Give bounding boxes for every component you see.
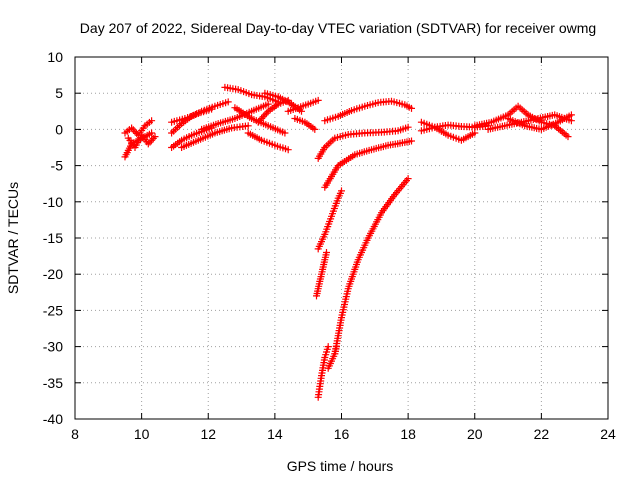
- series-track-18: [321, 137, 415, 191]
- series-track-21: [314, 343, 332, 401]
- plus-markers: [221, 83, 282, 106]
- plus-markers: [331, 175, 412, 358]
- x-tick-label: 10: [134, 426, 150, 442]
- series-track-19: [314, 187, 345, 253]
- series-track-9: [221, 83, 282, 106]
- y-tick-label: 0: [55, 121, 63, 137]
- plus-markers: [314, 187, 345, 253]
- plus-markers: [244, 129, 292, 154]
- x-tick-label: 16: [334, 426, 350, 442]
- axis-ticks: 8 10 12 14 16 18 20 22 24 10 5 0 -5 -10 -15 -20 -25 -30 -3…: [43, 49, 616, 442]
- plus-markers: [124, 131, 159, 151]
- plus-markers: [314, 123, 412, 162]
- series-track-28: [504, 111, 575, 133]
- series-track-23: [331, 175, 412, 358]
- x-tick-label: 24: [600, 426, 616, 442]
- x-tick-label: 18: [400, 426, 416, 442]
- y-tick-label: 10: [47, 49, 63, 65]
- y-tick-label: -20: [43, 266, 63, 282]
- plus-markers: [121, 117, 156, 139]
- plus-markers: [291, 115, 319, 133]
- grid: [75, 57, 608, 419]
- series-track-14: [284, 96, 322, 115]
- x-tick-label: 8: [71, 426, 79, 442]
- series-track-17: [314, 123, 412, 162]
- y-axis-label: SDTVAR / TECUs: [5, 182, 21, 294]
- plus-markers: [178, 122, 252, 151]
- plus-markers: [284, 96, 322, 115]
- x-axis-label: GPS time / hours: [287, 458, 394, 474]
- series-line: [333, 177, 410, 355]
- series-track-3: [124, 131, 159, 151]
- y-tick-label: -25: [43, 302, 63, 318]
- x-tick-label: 22: [534, 426, 550, 442]
- y-tick-label: -15: [43, 230, 63, 246]
- series-track-13: [254, 96, 292, 126]
- x-tick-label: 12: [200, 426, 216, 442]
- series-track-24: [417, 118, 479, 144]
- data-series: [121, 83, 575, 401]
- x-tick-label: 20: [467, 426, 483, 442]
- plus-markers: [254, 96, 292, 126]
- series-track-15: [291, 115, 319, 133]
- plus-markers: [314, 343, 332, 401]
- y-tick-label: -5: [51, 158, 64, 174]
- series-track-11: [244, 129, 292, 154]
- y-tick-label: -30: [43, 339, 63, 355]
- y-tick-label: 5: [55, 85, 63, 101]
- y-tick-label: -40: [43, 411, 63, 427]
- series-track-20: [313, 249, 330, 300]
- chart-title: Day 207 of 2022, Sidereal Day-to-day VTE…: [80, 20, 596, 36]
- plus-markers: [168, 105, 216, 126]
- y-tick-label: -35: [43, 375, 63, 391]
- series-track-16: [321, 97, 415, 125]
- plus-markers: [321, 137, 415, 191]
- plus-markers: [321, 97, 415, 125]
- plus-markers: [313, 249, 330, 300]
- plus-markers: [504, 111, 575, 133]
- series-track-7: [178, 122, 252, 151]
- x-tick-label: 14: [267, 426, 283, 442]
- y-tick-label: -10: [43, 194, 63, 210]
- series-track-6: [168, 105, 216, 126]
